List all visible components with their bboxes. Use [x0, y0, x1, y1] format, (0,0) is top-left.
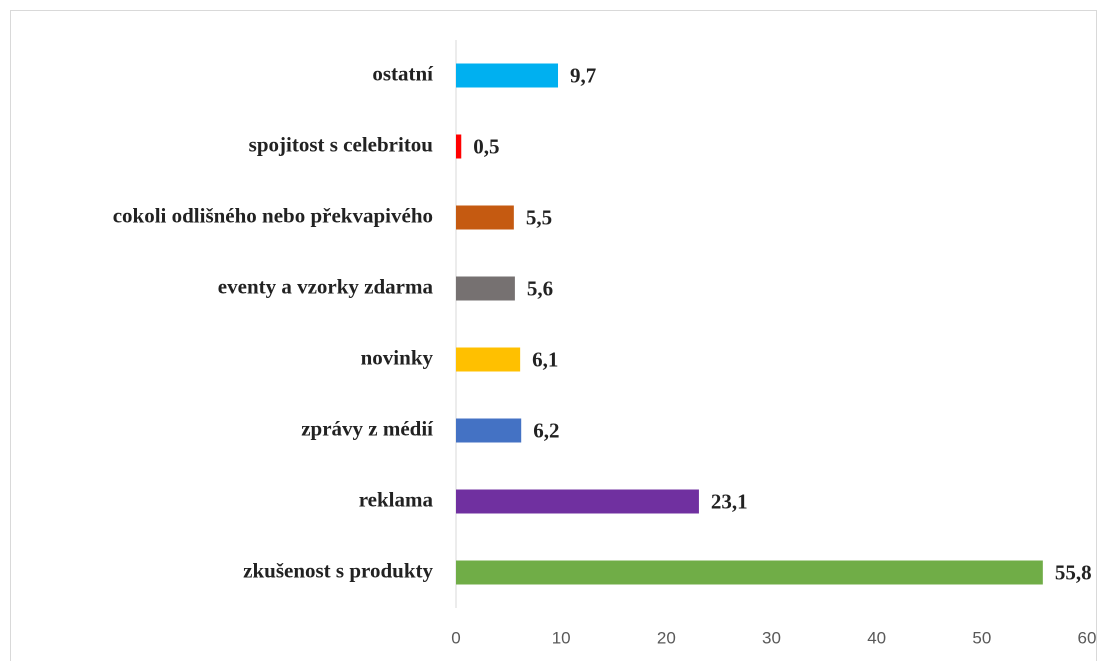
value-label: 55,8: [1055, 560, 1092, 584]
value-label: 5,6: [527, 276, 553, 300]
bar: [456, 134, 462, 159]
value-label: 9,7: [570, 63, 596, 87]
category-label: spojitost s celebritou: [249, 132, 434, 156]
bar: [456, 205, 514, 230]
category-label: zprávy z médií: [301, 416, 434, 440]
bar: [456, 63, 559, 88]
bar: [456, 560, 1043, 585]
category-label: reklama: [359, 487, 434, 511]
x-tick-label: 60: [1078, 628, 1097, 647]
category-label: eventy a vzorky zdarma: [218, 274, 434, 298]
x-tick-label: 0: [451, 628, 460, 647]
category-label: zkušenost s produkty: [243, 558, 433, 582]
x-tick-label: 10: [552, 628, 571, 647]
category-label: ostatní: [372, 61, 434, 85]
value-label: 23,1: [711, 489, 748, 513]
value-label: 6,1: [532, 347, 558, 371]
x-tick-label: 50: [972, 628, 991, 647]
bar: [456, 418, 522, 443]
value-label: 6,2: [533, 418, 559, 442]
x-tick-label: 40: [867, 628, 886, 647]
chart-border: [10, 10, 1097, 661]
bar: [456, 347, 521, 372]
category-label: novinky: [361, 345, 434, 369]
x-tick-label: 30: [762, 628, 781, 647]
value-label: 0,5: [473, 134, 499, 158]
bar: [456, 276, 515, 301]
category-label: cokoli odlišného nebo překvapivého: [113, 203, 433, 227]
bar: [456, 489, 699, 514]
x-tick-label: 20: [657, 628, 676, 647]
value-label: 5,5: [526, 205, 552, 229]
